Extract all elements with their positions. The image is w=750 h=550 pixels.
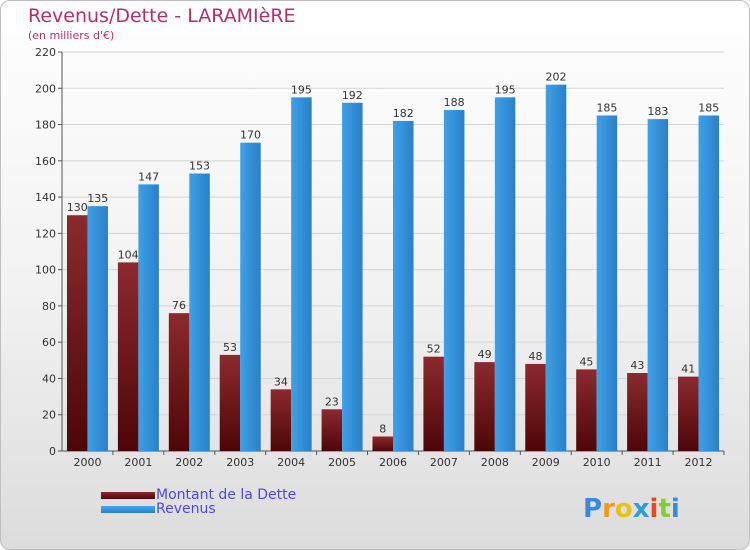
labels: 0 20 40 60 80 100 120 140 160 180 200 220 2000 130135… [35,46,719,469]
x-tick-label: 2005 [328,456,356,469]
data-label-dette: 52 [427,343,441,356]
data-label-dette: 49 [478,348,492,361]
data-label-revenus: 202 [546,71,567,84]
y-tick-label: 120 [35,227,56,240]
y-tick-label: 200 [35,82,56,95]
data-label-dette: 23 [325,395,339,408]
y-tick-label: 100 [35,264,56,277]
x-tick-label: 2001 [124,456,152,469]
y-tick-label: 220 [35,46,56,59]
bar-revenus [596,115,618,452]
y-tick-label: 180 [35,119,56,132]
data-label-revenus: 153 [189,160,210,173]
data-label-revenus: 185 [596,101,617,114]
x-tick-label: 2012 [685,456,713,469]
x-tick-label: 2009 [532,456,560,469]
data-label-revenus: 188 [444,96,465,109]
data-label-revenus: 147 [138,170,159,183]
y-tick-label: 0 [49,445,56,458]
bar-dette [219,354,241,451]
y-tick-label: 20 [42,409,56,422]
bar-dette [168,313,190,451]
y-tick-label: 60 [42,336,56,349]
y-tick-label: 140 [35,191,56,204]
y-tick-label: 80 [42,300,56,313]
chart-subtitle: (en milliers d'€) [28,29,115,42]
bar-dette [372,436,393,451]
bar-dette [627,373,648,451]
data-label-dette: 76 [172,299,186,312]
data-label-revenus: 170 [240,129,261,142]
x-tick-label: 2002 [175,456,203,469]
legend-label-revenus: Revenus [156,501,216,517]
data-label-dette: 8 [379,422,386,435]
bar-revenus [647,119,669,451]
bar-revenus [494,97,516,451]
data-label-dette: 104 [118,248,139,261]
legend-swatch-revenus [101,506,155,513]
data-label-dette: 53 [223,341,237,354]
bar-revenus [393,120,414,451]
bar-revenus [291,97,312,451]
x-tick-label: 2011 [634,456,662,469]
y-tick-label: 160 [35,155,56,168]
bar-dette [321,409,343,451]
chart-title: Revenus/Dette - LARAMIèRE [28,5,296,27]
data-label-dette: 41 [681,363,695,376]
legend-swatch-dette [101,492,155,499]
bar-revenus [698,115,720,452]
legend-label-dette: Montant de la Dette [156,487,297,503]
x-tick-label: 2004 [277,456,305,469]
data-label-revenus: 192 [342,89,363,102]
bar-revenus [545,84,567,452]
data-label-dette: 34 [274,375,288,388]
data-label-dette: 130 [67,201,88,214]
bar-dette [474,362,495,451]
y-tick-label: 40 [42,372,56,385]
data-label-revenus: 185 [698,101,719,114]
bar-dette [117,262,139,451]
bars [66,84,720,452]
x-tick-label: 2007 [430,456,458,469]
proxiti-logo: Proxiti [583,494,680,524]
bar-dette [423,356,444,451]
data-label-dette: 48 [529,350,543,363]
data-label-dette: 43 [630,359,644,372]
bar-revenus [240,142,261,451]
x-tick-label: 2003 [226,456,254,469]
data-label-revenus: 195 [495,83,516,96]
x-tick-label: 2008 [481,456,509,469]
bar-revenus [189,173,210,451]
x-tick-label: 2006 [379,456,407,469]
bar-revenus [138,184,159,452]
data-label-revenus: 195 [291,83,312,96]
svg-text:Proxiti: Proxiti [583,494,680,524]
bar-revenus [342,102,363,452]
bar-revenus [87,206,108,451]
bar-dette [678,376,699,451]
x-tick-label: 2010 [583,456,611,469]
bar-dette [525,363,546,451]
data-label-revenus: 183 [647,105,668,118]
data-label-revenus: 182 [393,107,414,120]
x-tick-label: 2000 [73,456,101,469]
bar-revenus [443,110,465,451]
bar-dette [576,369,597,451]
data-label-revenus: 135 [87,192,108,205]
data-label-dette: 45 [579,355,593,368]
bar-dette [66,215,88,451]
bar-dette [270,389,292,451]
